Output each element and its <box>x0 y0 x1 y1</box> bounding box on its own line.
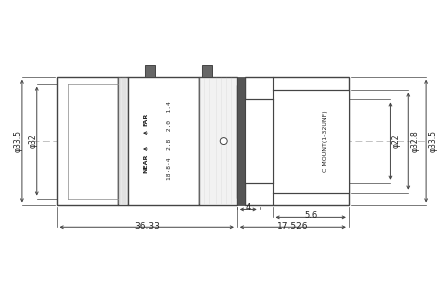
Text: FAR: FAR <box>144 113 149 126</box>
Text: NEAR: NEAR <box>144 153 149 173</box>
Text: φ33.5: φ33.5 <box>429 130 438 152</box>
Text: φ32.8: φ32.8 <box>411 130 420 152</box>
Text: φ22: φ22 <box>392 134 401 148</box>
Text: φ32: φ32 <box>28 134 37 148</box>
Text: 17.526: 17.526 <box>277 222 309 231</box>
Bar <box>237 77 245 205</box>
Text: 5.6: 5.6 <box>304 211 317 220</box>
Bar <box>237 85 245 198</box>
Bar <box>245 100 272 183</box>
Text: C MOUNT(1-32UNF): C MOUNT(1-32UNF) <box>323 110 328 172</box>
Bar <box>145 65 155 77</box>
Bar <box>128 77 199 205</box>
Text: 36.33: 36.33 <box>134 222 159 231</box>
Text: 18·8·4  2.8  2.0  1.4: 18·8·4 2.8 2.0 1.4 <box>168 102 172 181</box>
Bar <box>118 77 128 205</box>
Circle shape <box>220 138 227 144</box>
Bar <box>199 77 237 205</box>
Text: 4: 4 <box>246 203 251 212</box>
Bar <box>56 77 118 205</box>
Bar <box>202 65 212 77</box>
Text: φ33.5: φ33.5 <box>13 130 22 152</box>
Bar <box>272 90 349 193</box>
Bar <box>245 77 349 205</box>
